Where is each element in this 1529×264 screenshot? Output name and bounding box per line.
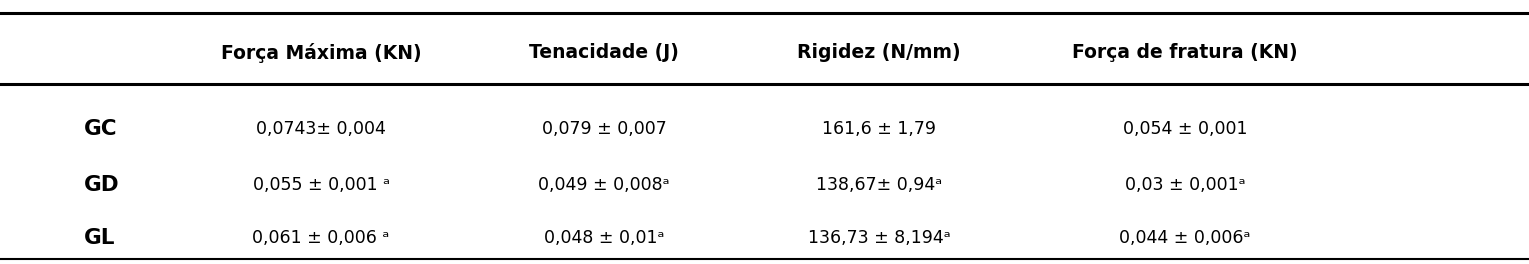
Text: 138,67± 0,94ᵃ: 138,67± 0,94ᵃ [816, 176, 942, 194]
Text: 0,048 ± 0,01ᵃ: 0,048 ± 0,01ᵃ [544, 229, 664, 247]
Text: GC: GC [84, 119, 118, 139]
Text: 136,73 ± 8,194ᵃ: 136,73 ± 8,194ᵃ [807, 229, 951, 247]
Text: 0,0743± 0,004: 0,0743± 0,004 [257, 120, 385, 138]
Text: 0,044 ± 0,006ᵃ: 0,044 ± 0,006ᵃ [1119, 229, 1251, 247]
Text: Força Máxima (KN): Força Máxima (KN) [220, 43, 422, 63]
Text: 0,03 ± 0,001ᵃ: 0,03 ± 0,001ᵃ [1125, 176, 1245, 194]
Text: 0,054 ± 0,001: 0,054 ± 0,001 [1122, 120, 1248, 138]
Text: Tenacidade (J): Tenacidade (J) [529, 43, 679, 62]
Text: Rigidez (N/mm): Rigidez (N/mm) [797, 43, 962, 62]
Text: 0,079 ± 0,007: 0,079 ± 0,007 [541, 120, 667, 138]
Text: Força de fratura (KN): Força de fratura (KN) [1072, 43, 1298, 62]
Text: GL: GL [84, 228, 116, 248]
Text: 161,6 ± 1,79: 161,6 ± 1,79 [823, 120, 936, 138]
Text: 0,049 ± 0,008ᵃ: 0,049 ± 0,008ᵃ [538, 176, 670, 194]
Text: 0,061 ± 0,006 ᵃ: 0,061 ± 0,006 ᵃ [252, 229, 390, 247]
Text: GD: GD [84, 175, 119, 195]
Text: 0,055 ± 0,001 ᵃ: 0,055 ± 0,001 ᵃ [252, 176, 390, 194]
